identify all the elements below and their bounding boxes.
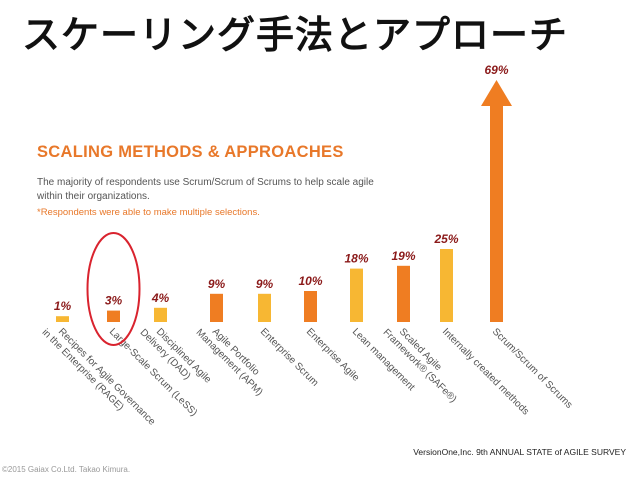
x-tick-label: Internally created methods [440, 326, 531, 417]
data-label: 4% [151, 291, 170, 305]
chart-title: SCALING METHODS & APPROACHES [37, 143, 344, 161]
source-credit: VersionOne,Inc. 9th ANNUAL STATE of AGIL… [413, 447, 626, 457]
highlight-circle [86, 232, 141, 346]
data-label: 9% [208, 277, 226, 291]
bar [350, 268, 363, 322]
data-label: 25% [433, 232, 458, 246]
bar [304, 291, 317, 322]
bar [481, 80, 512, 322]
bar [107, 310, 120, 322]
bar [210, 293, 223, 322]
data-label: 9% [256, 277, 274, 291]
bar [397, 265, 410, 322]
x-tick-label-line: Internally created methods [440, 326, 531, 417]
chart-subtitle: The majority of respondents use Scrum/Sc… [37, 177, 374, 202]
x-tick-label-line: Scrum/Scrum of Scrums [490, 326, 574, 410]
bar [440, 249, 453, 322]
data-label: 10% [298, 274, 322, 288]
copyright-notice: ©2015 Gaiax Co.Ltd. Takao Kimura. [2, 465, 131, 474]
x-tick-label: Scrum/Scrum of Scrums [490, 326, 574, 410]
slide-title: スケーリング手法とアプローチ [22, 13, 569, 57]
x-tick-label-line: Recipes for Agile Governance [56, 326, 158, 428]
data-label: 69% [484, 63, 508, 77]
data-label: 19% [391, 249, 415, 263]
data-label: 1% [54, 299, 72, 313]
bar [154, 307, 167, 322]
data-label: 3% [105, 294, 123, 308]
chart-note: *Respondents were able to make multiple … [37, 207, 260, 218]
bar [56, 316, 69, 322]
data-label: 18% [344, 252, 368, 266]
bar [258, 293, 271, 322]
